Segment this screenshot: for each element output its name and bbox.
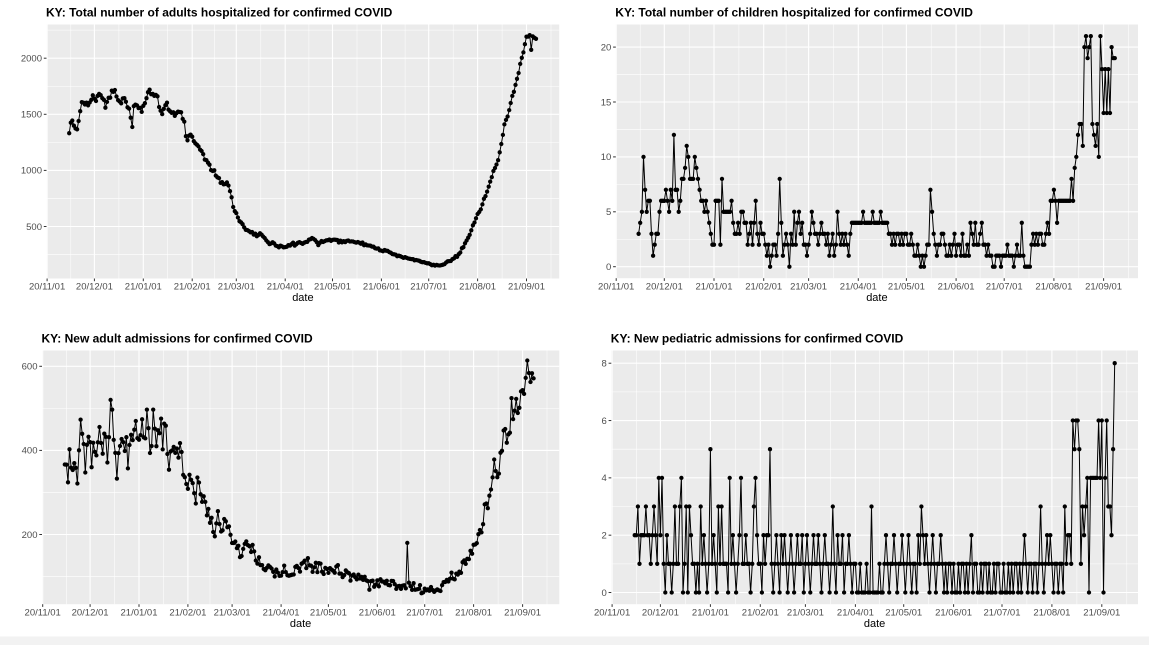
svg-text:0: 0 — [602, 588, 607, 599]
svg-text:500: 500 — [26, 222, 42, 233]
svg-text:400: 400 — [22, 446, 38, 457]
svg-text:21/07/01: 21/07/01 — [406, 608, 443, 619]
svg-text:KY: Total number of adults hos: KY: Total number of adults hospitalized … — [46, 6, 393, 20]
svg-text:21/03/01: 21/03/01 — [787, 608, 824, 619]
svg-text:date: date — [292, 292, 313, 304]
svg-text:21/08/01: 21/08/01 — [1033, 608, 1070, 619]
svg-text:20/12/01: 20/12/01 — [76, 282, 113, 293]
svg-text:date: date — [290, 618, 311, 630]
svg-text:21/06/01: 21/06/01 — [359, 608, 396, 619]
svg-text:4: 4 — [602, 473, 607, 484]
svg-text:21/08/01: 21/08/01 — [455, 608, 492, 619]
svg-text:5: 5 — [606, 207, 611, 218]
svg-text:KY: Total number of children h: KY: Total number of children hospitalize… — [615, 6, 973, 20]
svg-text:21/01/01: 21/01/01 — [125, 282, 162, 293]
svg-text:21/05/01: 21/05/01 — [314, 282, 351, 293]
svg-text:0: 0 — [606, 262, 611, 273]
svg-text:8: 8 — [602, 359, 607, 370]
svg-text:20/11/01: 20/11/01 — [598, 282, 634, 293]
svg-text:21/09/01: 21/09/01 — [1083, 608, 1120, 619]
svg-text:20: 20 — [601, 42, 612, 53]
svg-text:20/12/01: 20/12/01 — [642, 608, 679, 619]
svg-text:date: date — [866, 292, 887, 304]
svg-text:KY: New pediatric admissions f: KY: New pediatric admissions for confirm… — [611, 332, 904, 346]
svg-text:21/06/01: 21/06/01 — [935, 608, 972, 619]
svg-text:21/05/01: 21/05/01 — [888, 282, 925, 293]
svg-text:21/05/01: 21/05/01 — [885, 608, 922, 619]
svg-text:6: 6 — [602, 416, 607, 427]
svg-text:600: 600 — [22, 362, 38, 373]
svg-text:21/03/01: 21/03/01 — [790, 282, 827, 293]
svg-text:21/08/01: 21/08/01 — [459, 282, 496, 293]
svg-text:21/05/01: 21/05/01 — [310, 608, 347, 619]
svg-text:21/04/01: 21/04/01 — [263, 608, 300, 619]
svg-text:20/11/01: 20/11/01 — [25, 608, 61, 619]
svg-text:1000: 1000 — [21, 166, 42, 177]
svg-text:20/12/01: 20/12/01 — [72, 608, 109, 619]
svg-text:KY: New adult admissions for c: KY: New adult admissions for confirmed C… — [42, 332, 313, 346]
svg-text:15: 15 — [601, 97, 612, 108]
svg-text:200: 200 — [22, 530, 38, 541]
svg-text:21/06/01: 21/06/01 — [363, 282, 400, 293]
svg-text:21/04/01: 21/04/01 — [267, 282, 304, 293]
svg-text:2000: 2000 — [21, 54, 42, 65]
svg-text:21/07/01: 21/07/01 — [986, 282, 1023, 293]
svg-text:20/12/01: 20/12/01 — [646, 282, 683, 293]
svg-text:21/06/01: 21/06/01 — [938, 282, 975, 293]
svg-text:21/01/01: 21/01/01 — [696, 282, 733, 293]
svg-text:21/07/01: 21/07/01 — [984, 608, 1021, 619]
svg-text:21/08/01: 21/08/01 — [1035, 282, 1072, 293]
svg-text:20/11/01: 20/11/01 — [29, 282, 65, 293]
svg-text:21/02/01: 21/02/01 — [742, 608, 779, 619]
svg-text:2: 2 — [602, 530, 607, 541]
svg-text:1500: 1500 — [21, 110, 42, 121]
svg-text:21/01/01: 21/01/01 — [121, 608, 158, 619]
svg-text:10: 10 — [601, 152, 612, 163]
svg-text:21/02/01: 21/02/01 — [745, 282, 782, 293]
svg-text:21/02/01: 21/02/01 — [169, 608, 206, 619]
svg-text:21/09/01: 21/09/01 — [1085, 282, 1122, 293]
svg-text:21/04/01: 21/04/01 — [837, 608, 874, 619]
svg-text:20/11/01: 20/11/01 — [594, 608, 630, 619]
svg-text:21/04/01: 21/04/01 — [840, 282, 877, 293]
svg-text:21/07/01: 21/07/01 — [410, 282, 447, 293]
svg-text:21/02/01: 21/02/01 — [174, 282, 211, 293]
svg-text:21/03/01: 21/03/01 — [214, 608, 251, 619]
svg-text:21/09/01: 21/09/01 — [504, 608, 541, 619]
svg-text:21/03/01: 21/03/01 — [218, 282, 255, 293]
svg-text:21/01/01: 21/01/01 — [692, 608, 729, 619]
svg-text:21/09/01: 21/09/01 — [508, 282, 545, 293]
svg-text:date: date — [864, 618, 885, 630]
